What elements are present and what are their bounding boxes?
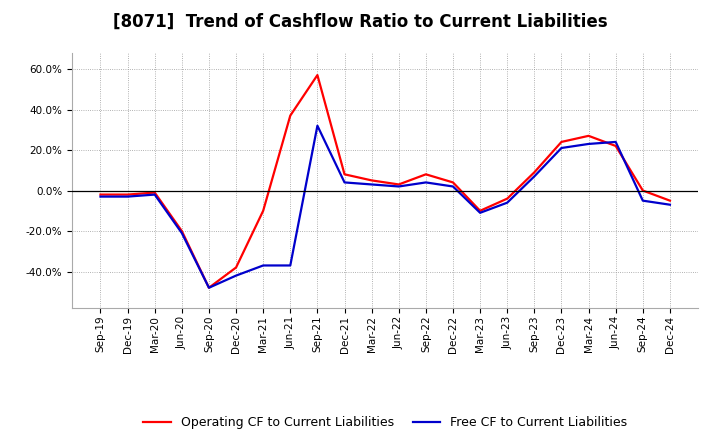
Operating CF to Current Liabilities bbox=[557, 139, 566, 145]
Operating CF to Current Liabilities bbox=[123, 192, 132, 197]
Free CF to Current Liabilities bbox=[421, 180, 430, 185]
Free CF to Current Liabilities bbox=[476, 210, 485, 216]
Operating CF to Current Liabilities bbox=[639, 188, 647, 193]
Operating CF to Current Liabilities bbox=[313, 73, 322, 78]
Free CF to Current Liabilities bbox=[204, 285, 213, 290]
Line: Free CF to Current Liabilities: Free CF to Current Liabilities bbox=[101, 126, 670, 288]
Operating CF to Current Liabilities bbox=[259, 208, 268, 213]
Free CF to Current Liabilities bbox=[503, 200, 511, 205]
Free CF to Current Liabilities bbox=[557, 145, 566, 150]
Free CF to Current Liabilities bbox=[123, 194, 132, 199]
Free CF to Current Liabilities bbox=[611, 139, 620, 145]
Operating CF to Current Liabilities bbox=[178, 228, 186, 234]
Operating CF to Current Liabilities bbox=[150, 190, 159, 195]
Free CF to Current Liabilities bbox=[639, 198, 647, 203]
Text: [8071]  Trend of Cashflow Ratio to Current Liabilities: [8071] Trend of Cashflow Ratio to Curren… bbox=[113, 13, 607, 31]
Operating CF to Current Liabilities bbox=[530, 170, 539, 175]
Operating CF to Current Liabilities bbox=[449, 180, 457, 185]
Free CF to Current Liabilities bbox=[259, 263, 268, 268]
Free CF to Current Liabilities bbox=[367, 182, 376, 187]
Operating CF to Current Liabilities bbox=[367, 178, 376, 183]
Free CF to Current Liabilities bbox=[530, 174, 539, 179]
Free CF to Current Liabilities bbox=[449, 184, 457, 189]
Operating CF to Current Liabilities bbox=[421, 172, 430, 177]
Operating CF to Current Liabilities bbox=[232, 265, 240, 270]
Operating CF to Current Liabilities bbox=[96, 192, 105, 197]
Operating CF to Current Liabilities bbox=[584, 133, 593, 139]
Operating CF to Current Liabilities bbox=[341, 172, 349, 177]
Free CF to Current Liabilities bbox=[313, 123, 322, 128]
Free CF to Current Liabilities bbox=[286, 263, 294, 268]
Free CF to Current Liabilities bbox=[178, 231, 186, 236]
Free CF to Current Liabilities bbox=[150, 192, 159, 197]
Free CF to Current Liabilities bbox=[96, 194, 105, 199]
Legend: Operating CF to Current Liabilities, Free CF to Current Liabilities: Operating CF to Current Liabilities, Fre… bbox=[138, 411, 632, 434]
Line: Operating CF to Current Liabilities: Operating CF to Current Liabilities bbox=[101, 75, 670, 288]
Free CF to Current Liabilities bbox=[395, 184, 403, 189]
Operating CF to Current Liabilities bbox=[286, 113, 294, 118]
Free CF to Current Liabilities bbox=[341, 180, 349, 185]
Operating CF to Current Liabilities bbox=[395, 182, 403, 187]
Operating CF to Current Liabilities bbox=[611, 143, 620, 149]
Operating CF to Current Liabilities bbox=[665, 198, 674, 203]
Free CF to Current Liabilities bbox=[232, 273, 240, 278]
Operating CF to Current Liabilities bbox=[204, 285, 213, 290]
Free CF to Current Liabilities bbox=[584, 141, 593, 147]
Operating CF to Current Liabilities bbox=[476, 208, 485, 213]
Operating CF to Current Liabilities bbox=[503, 196, 511, 201]
Free CF to Current Liabilities bbox=[665, 202, 674, 207]
